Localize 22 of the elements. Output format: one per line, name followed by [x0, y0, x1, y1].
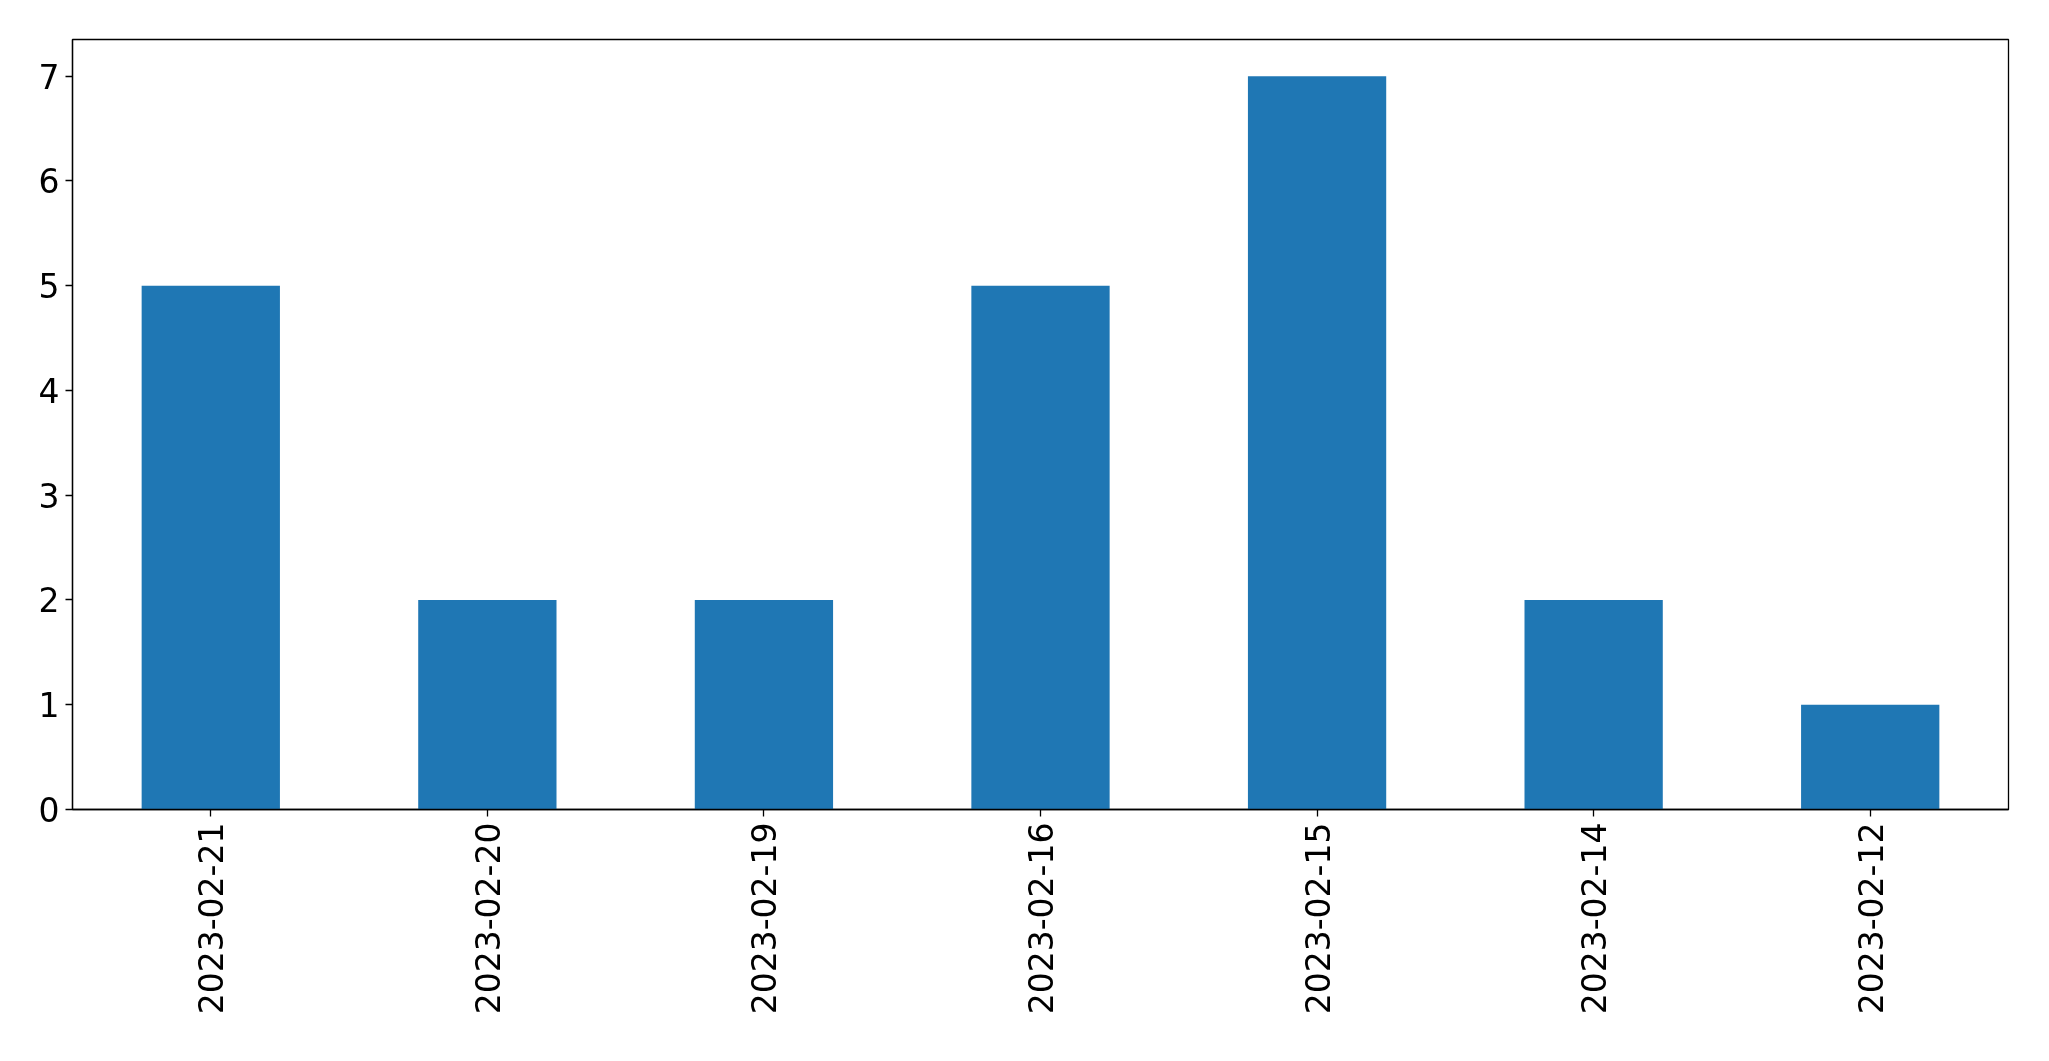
y-tick-label: 7: [38, 57, 60, 97]
x-tick-label: 2023-02-21: [192, 822, 232, 1015]
x-tick-label: 2023-02-14: [1575, 822, 1615, 1015]
y-tick-label: 5: [38, 267, 60, 307]
x-tick-label: 2023-02-12: [1851, 822, 1891, 1015]
x-tick-label: 2023-02-15: [1298, 822, 1338, 1015]
bar: [1247, 76, 1387, 810]
bar: [418, 599, 557, 810]
x-tick-label: 2023-02-19: [745, 822, 785, 1015]
bar: [971, 285, 1110, 810]
y-tick-label: 4: [38, 371, 60, 411]
x-tick-label: 2023-02-16: [1022, 822, 1061, 1015]
y-tick-label: 0: [38, 791, 60, 830]
bar: [1524, 599, 1663, 810]
bar: [1801, 704, 1940, 810]
bar: [141, 285, 280, 810]
y-tick-label: 6: [38, 162, 60, 202]
x-tick-label: 2023-02-20: [468, 822, 508, 1015]
y-tick-label: 3: [38, 476, 60, 516]
y-tick-label: 2: [38, 581, 60, 621]
bar: [694, 599, 834, 810]
y-tick-label: 1: [38, 686, 60, 726]
